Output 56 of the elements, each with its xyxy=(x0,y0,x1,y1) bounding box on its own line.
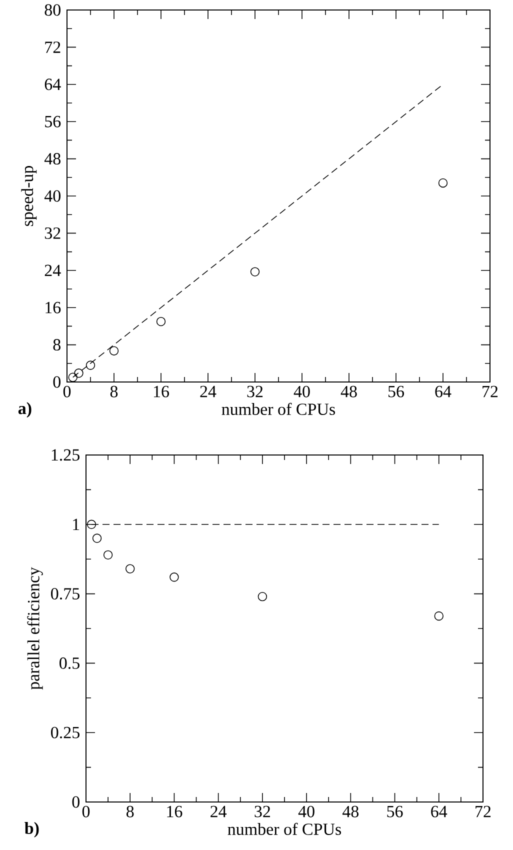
x-tick-label: 40 xyxy=(298,806,314,818)
point xyxy=(250,267,260,276)
y-tick-label: 80 xyxy=(44,4,60,16)
x-tick-label: 32 xyxy=(247,386,263,398)
x-tick-label: 24 xyxy=(210,806,227,818)
y-tick-label: 0.75 xyxy=(51,588,80,600)
x-tick-label: 32 xyxy=(254,806,270,818)
point xyxy=(258,592,268,602)
x-tick-label: 64 xyxy=(431,806,448,818)
point xyxy=(86,360,96,370)
point xyxy=(92,534,102,543)
x-tick-label: 56 xyxy=(387,806,403,818)
x-tick-label: 40 xyxy=(294,386,310,398)
point xyxy=(170,572,179,582)
y-tick-label: 1.25 xyxy=(52,449,80,461)
point xyxy=(68,372,78,382)
point xyxy=(126,564,135,574)
x-tick-label: 0 xyxy=(82,806,90,818)
x-tick-label: 72 xyxy=(482,386,498,398)
x-tick-label: 8 xyxy=(110,386,118,398)
y-tick-label: 72 xyxy=(45,42,60,53)
y-axis-title: speed-up xyxy=(21,166,37,226)
x-tick-label: 24 xyxy=(200,386,216,398)
x-axis-title: number of CPUs xyxy=(222,402,336,416)
y-tick-label: 0 xyxy=(53,376,60,388)
y-tick-label: 1 xyxy=(73,518,80,530)
x-tick-label: 16 xyxy=(154,386,169,398)
y-tick-label: 24 xyxy=(44,264,61,276)
point xyxy=(74,368,84,378)
y-tick-label: 48 xyxy=(44,153,60,165)
x-axis-title: number of CPUs xyxy=(228,822,342,835)
x-tick-label: 56 xyxy=(388,386,404,398)
y-tick-label: 40 xyxy=(44,190,60,202)
y-tick-label: 16 xyxy=(46,302,61,314)
text: b) xyxy=(24,822,39,838)
point xyxy=(438,178,448,188)
point xyxy=(434,611,444,621)
x-tick-label: 64 xyxy=(435,386,452,398)
point xyxy=(86,520,96,529)
y-tick-label: 64 xyxy=(44,78,61,90)
x-tick-label: 48 xyxy=(342,806,359,818)
x-tick-label: 72 xyxy=(476,806,491,818)
point xyxy=(109,346,119,356)
y-tick-label: 0.5 xyxy=(60,657,80,669)
y-tick-label: 56 xyxy=(45,116,61,128)
y-tick-label: 0.25 xyxy=(51,726,80,738)
text: a) xyxy=(18,402,32,418)
y-axis-title: parallel efficiency xyxy=(27,567,43,690)
y-tick-label: 0 xyxy=(72,796,80,808)
y-tick-label: 8 xyxy=(53,339,60,351)
x-tick-label: 8 xyxy=(126,806,134,818)
y-tick-label: 32 xyxy=(44,227,60,239)
point xyxy=(103,550,113,560)
x-tick-label: 48 xyxy=(340,386,357,398)
point xyxy=(156,316,166,326)
x-tick-label: 16 xyxy=(167,806,182,818)
